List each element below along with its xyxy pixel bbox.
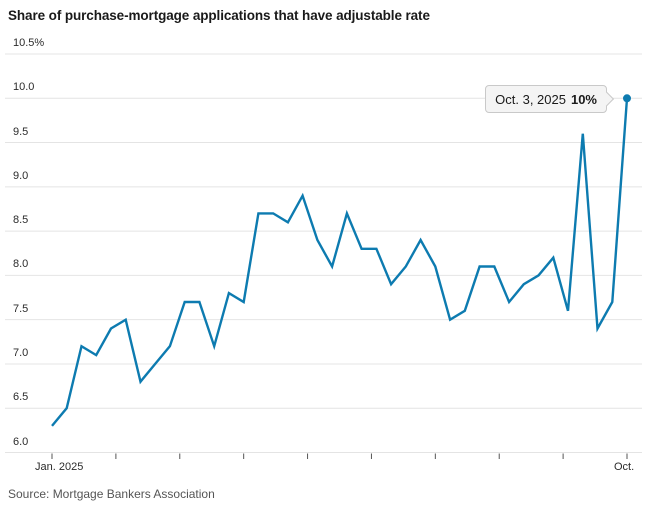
- y-tick-label: 10.5%: [13, 37, 45, 49]
- chart-title: Share of purchase-mortgage applications …: [8, 8, 430, 23]
- data-line: [51, 98, 629, 427]
- y-tick-label: 8.5: [13, 214, 29, 227]
- y-tick-label: 9.0: [13, 169, 29, 182]
- y-tick-label: 10.0: [13, 81, 35, 94]
- x-axis-label-start: Jan. 2025: [35, 461, 84, 473]
- y-tick-label: 8.0: [13, 258, 29, 271]
- y-tick-label: 6.0: [13, 435, 29, 448]
- annotation-value: 10%: [570, 91, 597, 107]
- end-point-dot: [623, 94, 631, 103]
- y-tick-label: 9.5: [13, 125, 29, 138]
- y-tick-label: 6.5: [13, 391, 29, 404]
- source-note: Source: Mortgage Bankers Association: [8, 487, 215, 501]
- x-axis-label-end: Oct.: [614, 461, 635, 473]
- annotation-date: Oct. 3, 2025: [495, 91, 566, 107]
- y-tick-label: 7.0: [13, 346, 29, 359]
- y-tick-label: 7.5: [13, 302, 29, 315]
- annotation-callout: Oct. 3, 2025 10%: [485, 85, 614, 113]
